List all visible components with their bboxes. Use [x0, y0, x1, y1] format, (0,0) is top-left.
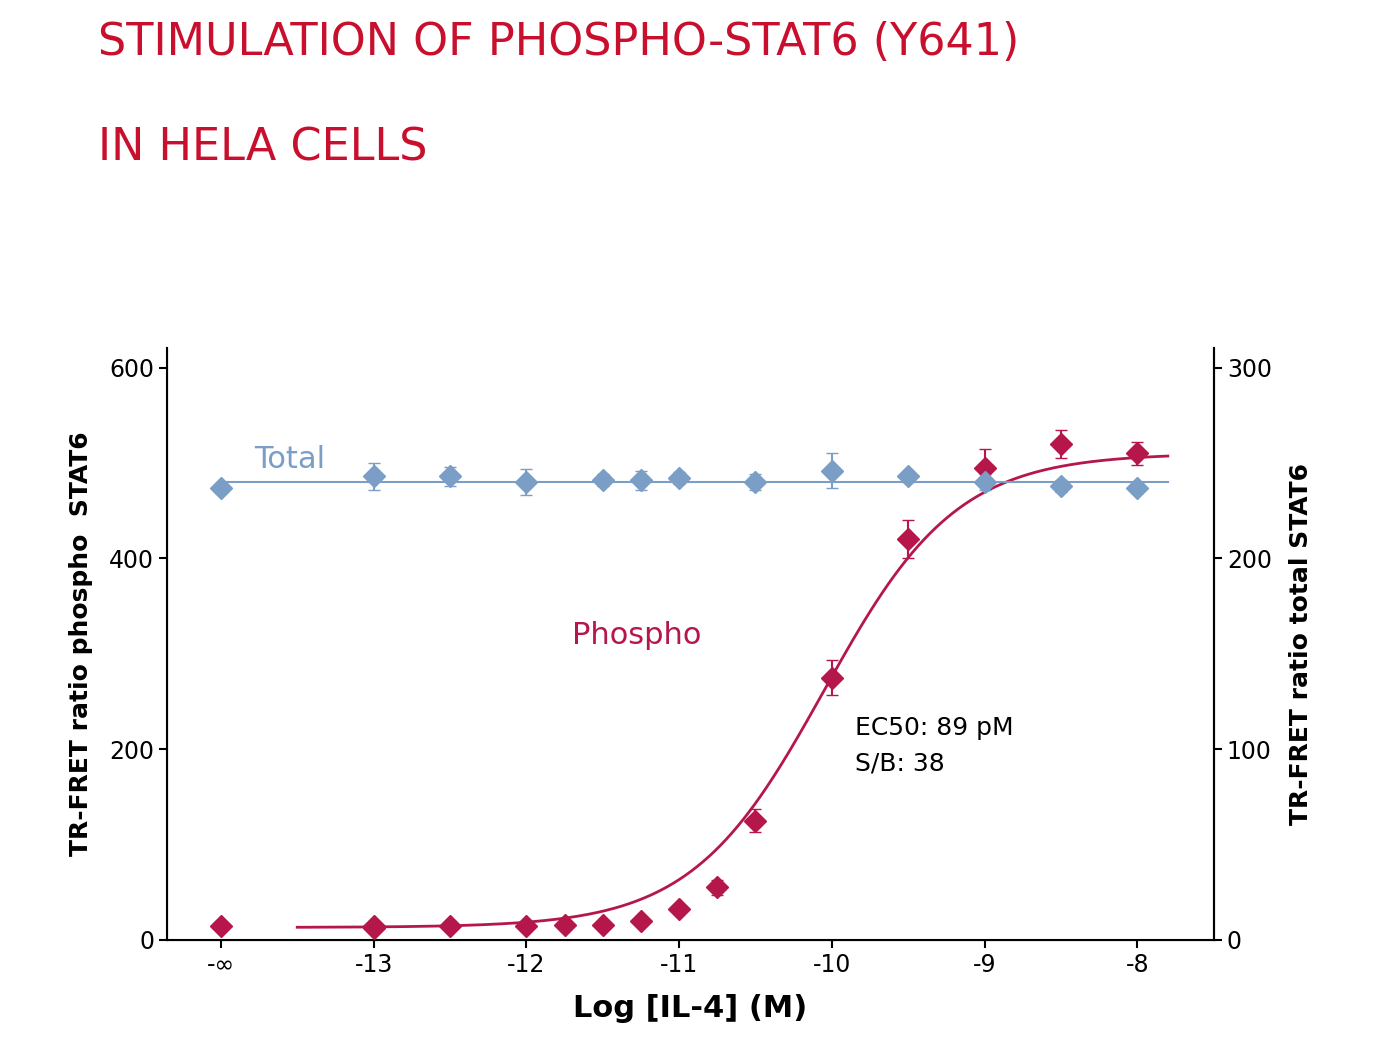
Text: IN HELA CELLS: IN HELA CELLS: [98, 127, 427, 170]
Text: STIMULATION OF PHOSPHO-STAT6 (Y641): STIMULATION OF PHOSPHO-STAT6 (Y641): [98, 21, 1018, 64]
Text: EC50: 89 pM
S/B: 38: EC50: 89 pM S/B: 38: [855, 716, 1013, 775]
Text: Phospho: Phospho: [572, 621, 702, 650]
X-axis label: Log [IL-4] (M): Log [IL-4] (M): [573, 994, 808, 1022]
Y-axis label: TR-FRET ratio phospho  STAT6: TR-FRET ratio phospho STAT6: [68, 432, 92, 856]
Text: Total: Total: [254, 445, 325, 474]
Y-axis label: TR-FRET ratio total STAT6: TR-FRET ratio total STAT6: [1289, 464, 1313, 825]
